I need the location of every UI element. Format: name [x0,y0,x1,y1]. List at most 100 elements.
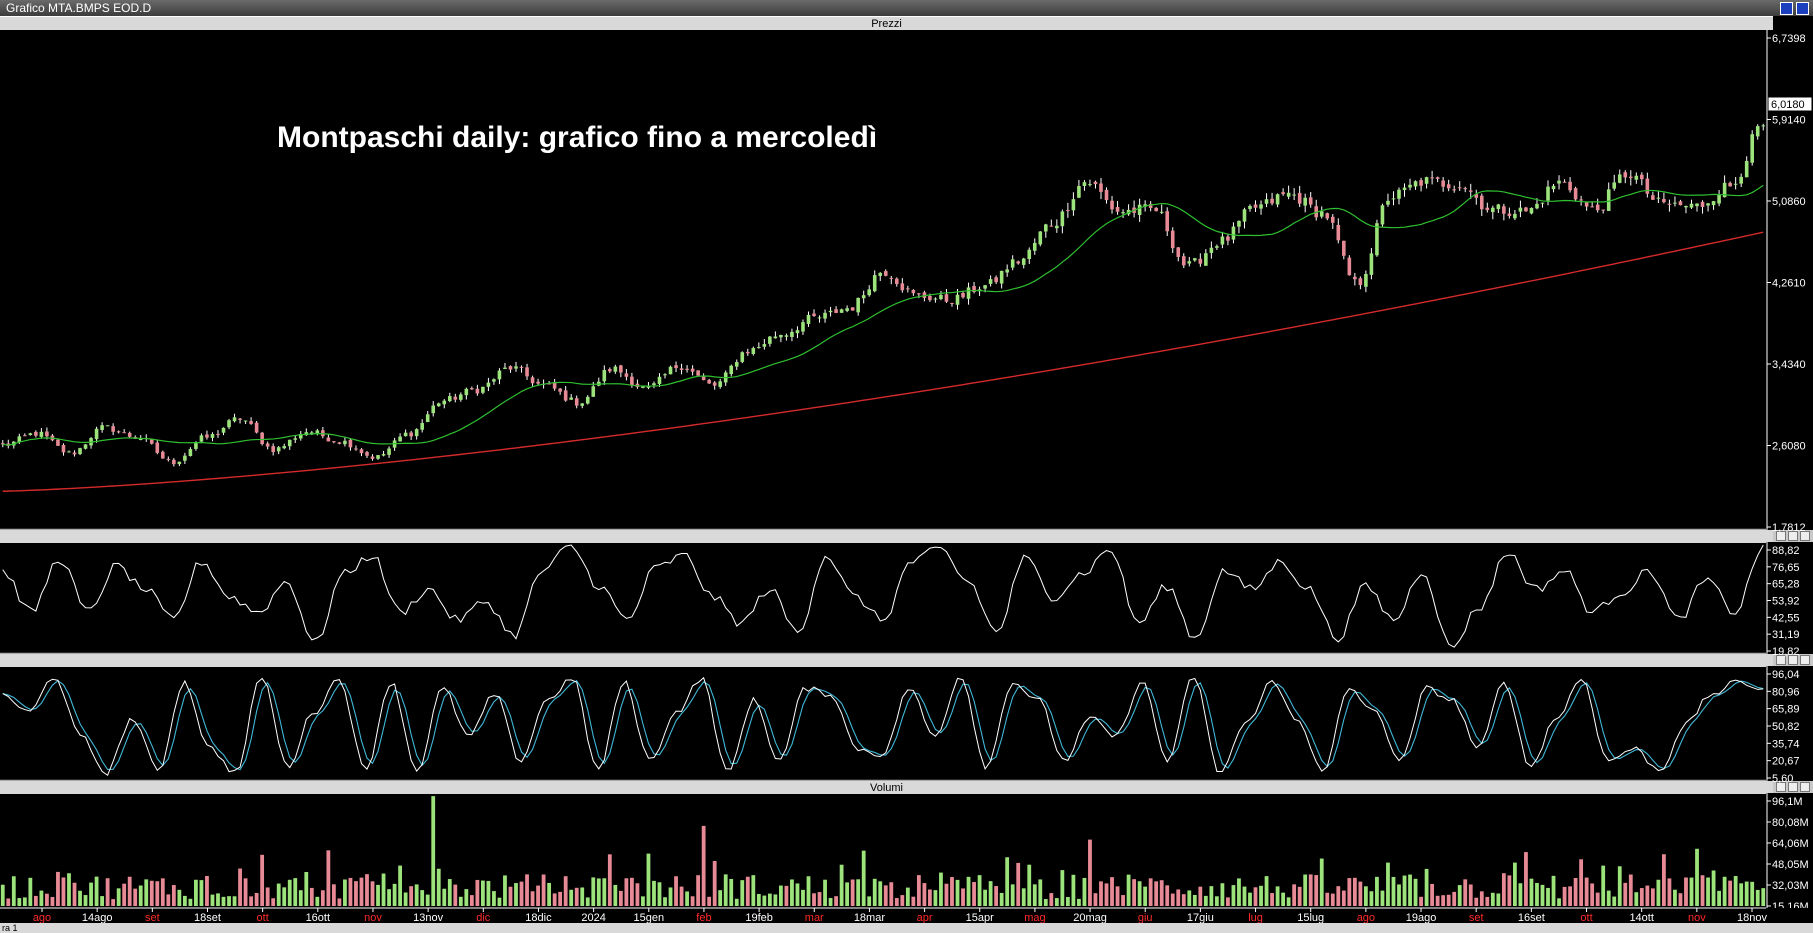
volume-bar [486,880,491,906]
status-label: ra 1 [2,923,18,933]
volume-bar [249,896,254,906]
panel-up-icon[interactable] [1776,531,1786,541]
panel-maximize-icon[interactable] [1800,531,1810,541]
candle-body [1529,207,1534,214]
volume-bar [1077,898,1081,906]
volume-bar [1325,892,1330,906]
volume-bar [1524,852,1528,906]
candle-body [348,439,353,448]
panel-up-icon[interactable] [1776,782,1786,792]
candle-body [961,292,965,298]
rsi-axis-tick-label: 53,92 [1772,596,1800,608]
volume-bar [1314,875,1319,906]
panel-up-icon[interactable] [1776,655,1786,665]
volume-bar [11,876,16,906]
candle-body [812,313,816,317]
panel-minimize-icon[interactable] [1788,655,1798,665]
volume-bar [1330,893,1335,906]
time-axis-label: 14ott [1629,912,1653,923]
volume-bar [1104,883,1109,906]
volume-bar [872,878,877,906]
candle-body [1397,189,1401,199]
volume-bar [1275,886,1280,906]
candle-body [972,286,976,292]
volume-bar [652,880,656,906]
candle-body [762,344,767,347]
candle-body [1093,181,1098,185]
candle-body [276,447,281,452]
candle-body [172,459,176,465]
volume-bar [1689,877,1694,906]
volume-bar [1408,874,1412,906]
volume-bar [1286,897,1291,906]
time-axis-label: lug [1248,912,1263,923]
candle-body [878,272,883,276]
volume-bar [1546,887,1550,906]
volume-bar [243,878,248,906]
candle-body [376,455,380,459]
volume-bar [1264,876,1269,906]
candle-body [1579,199,1583,201]
panel-minimize-icon[interactable] [1788,531,1798,541]
volume-bar [1617,866,1622,906]
panel-maximize-icon[interactable] [1800,782,1810,792]
rsi-axis-tick-label: 19,82 [1772,646,1800,658]
panel-maximize-icon[interactable] [1800,655,1810,665]
stoch-k-line [2,676,1764,777]
candle-body [1193,258,1197,261]
candle-body [933,298,938,300]
candle-body [1077,186,1081,198]
candle-body [674,365,678,369]
candle-body [1491,207,1495,213]
candle-body [470,388,474,390]
volume-bar [1612,896,1617,906]
volume-bar [1027,864,1032,906]
candle-body [155,442,160,453]
volume-bar [387,889,391,906]
candle-body [34,431,38,436]
volume-bar [1093,893,1098,906]
candle-body [453,396,458,400]
volume-bar [271,898,276,906]
minimize-icon[interactable] [1780,2,1793,15]
time-axis-label: nov [364,912,382,923]
candle-body [1595,204,1600,211]
maximize-icon[interactable] [1796,2,1809,15]
volume-bar [1573,878,1578,906]
time-axis-label: 16ott [306,912,330,923]
candle-body [547,383,551,385]
panel-minimize-icon[interactable] [1788,782,1798,792]
candle-body [1104,189,1109,201]
volume-bar [707,896,712,906]
volume-bar [276,883,281,906]
volume-bar [94,876,99,906]
volume-bar [1380,890,1385,906]
volume-bar [293,878,298,906]
volume-bar [83,895,88,906]
candle-body [431,405,436,414]
candle-body [1557,180,1561,184]
candle-body [1728,182,1732,187]
candle-body [563,390,568,401]
volume-bar [1297,886,1302,906]
volume-bar [22,897,27,906]
volume-bar [1479,891,1484,906]
volume-bar [116,888,121,906]
time-axis-label: dic [476,912,491,923]
candle-body [149,438,154,444]
volume-bar [1005,857,1010,906]
volume-bar [1336,886,1341,906]
stoch-axis-tick-label: 50,82 [1772,721,1800,733]
candle-body [988,279,993,284]
volume-bar [1684,877,1688,906]
candle-body [773,336,778,339]
candle-body [1755,126,1760,137]
candle-body [1010,259,1015,268]
candle-body [690,368,695,372]
volume-bar [1187,890,1192,906]
candle-body [78,448,82,455]
time-axis-label: ott [257,912,269,923]
candle-body [1551,185,1556,190]
candle-body [1446,184,1451,189]
